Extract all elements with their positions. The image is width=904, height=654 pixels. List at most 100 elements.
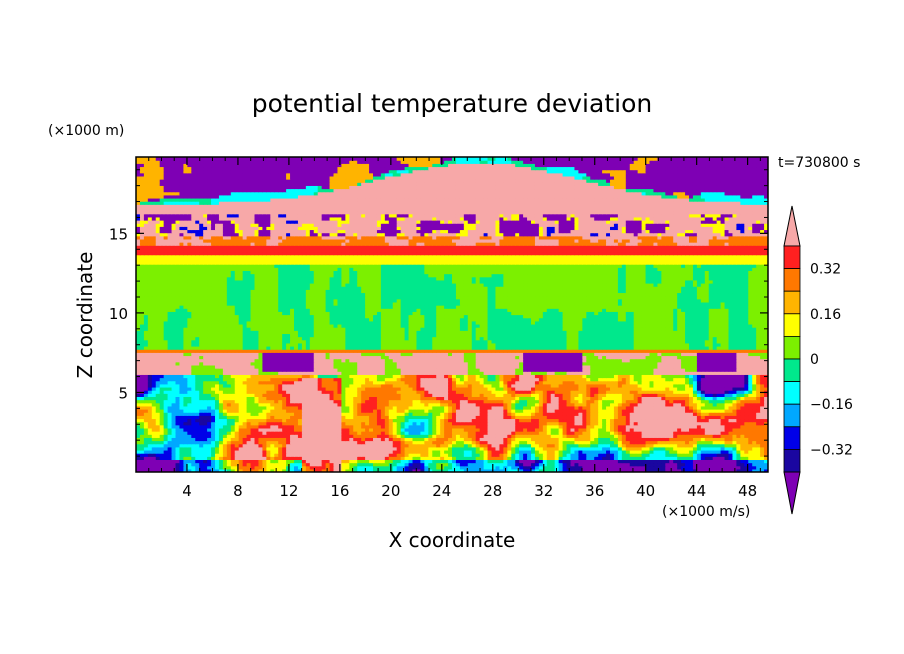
- field-cell: [420, 449, 425, 454]
- field-cell: [527, 443, 532, 448]
- field-cell: [226, 449, 232, 454]
- field-cell: [147, 418, 153, 423]
- field-cell: [566, 446, 572, 451]
- field-cell: [321, 449, 327, 454]
- field-cell: [321, 446, 327, 451]
- field-cell: [570, 456, 576, 460]
- field-cell: [649, 434, 655, 438]
- field-cell: [369, 443, 374, 448]
- field-cell: [218, 415, 224, 420]
- field-cell: [143, 468, 149, 472]
- field-cell: [681, 421, 686, 426]
- field-cell: [511, 437, 516, 442]
- field-cell: [183, 468, 188, 472]
- field-cell: [242, 421, 248, 426]
- field-cell: [752, 443, 757, 448]
- field-cell: [309, 462, 315, 467]
- field-cell: [621, 456, 627, 460]
- field-cell: [345, 427, 350, 432]
- field-cell: [380, 459, 386, 464]
- field-cell: [400, 449, 406, 454]
- field-cell: [598, 465, 603, 470]
- field-cell: [613, 421, 619, 426]
- field-cell: [432, 465, 437, 470]
- field-cell: [637, 431, 643, 435]
- field-cell: [689, 465, 694, 470]
- field-cell: [250, 443, 256, 448]
- field-cell: [511, 418, 516, 423]
- field-cell: [641, 459, 647, 464]
- field-cell: [341, 421, 346, 426]
- field-cell: [748, 446, 753, 451]
- field-cell: [657, 415, 662, 420]
- field-cell: [384, 459, 390, 464]
- field-cell: [531, 462, 536, 467]
- field-cell: [254, 431, 260, 435]
- field-cell: [341, 427, 346, 432]
- field-cell: [740, 462, 745, 467]
- field-cell: [554, 415, 560, 420]
- field-cell: [171, 443, 177, 448]
- field-cell: [613, 418, 619, 423]
- field-cell: [724, 446, 730, 451]
- field-cell: [752, 459, 757, 464]
- field-cell: [538, 434, 544, 438]
- field-cell: [436, 437, 441, 442]
- field-cell: [163, 440, 169, 445]
- field-cell: [590, 427, 595, 432]
- field-cell: [511, 431, 516, 435]
- field-cell: [290, 415, 295, 420]
- field-cell: [475, 421, 481, 426]
- field-cell: [163, 434, 169, 438]
- field-cell: [550, 443, 556, 448]
- field-cell: [376, 459, 382, 464]
- field-cell: [570, 421, 576, 426]
- field-cell: [720, 453, 726, 457]
- field-cell: [495, 434, 500, 438]
- field-cell: [404, 437, 410, 442]
- field-cell: [238, 415, 244, 420]
- field-cell: [373, 418, 378, 423]
- field-cell: [321, 415, 327, 420]
- field-cell: [191, 418, 196, 423]
- field-cell: [598, 434, 603, 438]
- field-cell: [136, 440, 141, 445]
- field-cell: [325, 424, 331, 429]
- field-cell: [689, 462, 694, 467]
- field-cell: [179, 418, 184, 423]
- field-cell: [357, 421, 362, 426]
- field-cell: [613, 440, 619, 445]
- field-cell: [313, 465, 319, 470]
- field-cell: [716, 440, 722, 445]
- field-cell: [744, 437, 749, 442]
- field-cell: [211, 465, 216, 470]
- field-cell: [491, 427, 497, 432]
- field-cell: [479, 418, 485, 423]
- field-cell: [404, 468, 410, 472]
- field-cell: [416, 446, 421, 451]
- field-cell: [444, 412, 449, 416]
- field-cell: [325, 434, 331, 438]
- field-cell: [538, 462, 544, 467]
- field-cell: [444, 465, 449, 470]
- field-cell: [483, 468, 489, 472]
- field-cell: [760, 449, 765, 454]
- field-cell: [459, 412, 465, 416]
- field-cell: [424, 412, 429, 416]
- field-cell: [499, 453, 504, 457]
- field-cell: [562, 465, 568, 470]
- field-cell: [760, 443, 765, 448]
- field-cell: [226, 412, 232, 416]
- field-cell: [692, 443, 698, 448]
- field-cell: [203, 431, 208, 435]
- field-cell: [337, 446, 342, 451]
- field-cell: [155, 421, 161, 426]
- field-cell: [325, 415, 331, 420]
- field-cell: [455, 424, 461, 429]
- field-cell: [183, 412, 188, 416]
- field-cell: [294, 456, 299, 460]
- field-cell: [266, 456, 271, 460]
- field-cell: [582, 465, 587, 470]
- field-cell: [167, 415, 173, 420]
- field-cell: [649, 415, 655, 420]
